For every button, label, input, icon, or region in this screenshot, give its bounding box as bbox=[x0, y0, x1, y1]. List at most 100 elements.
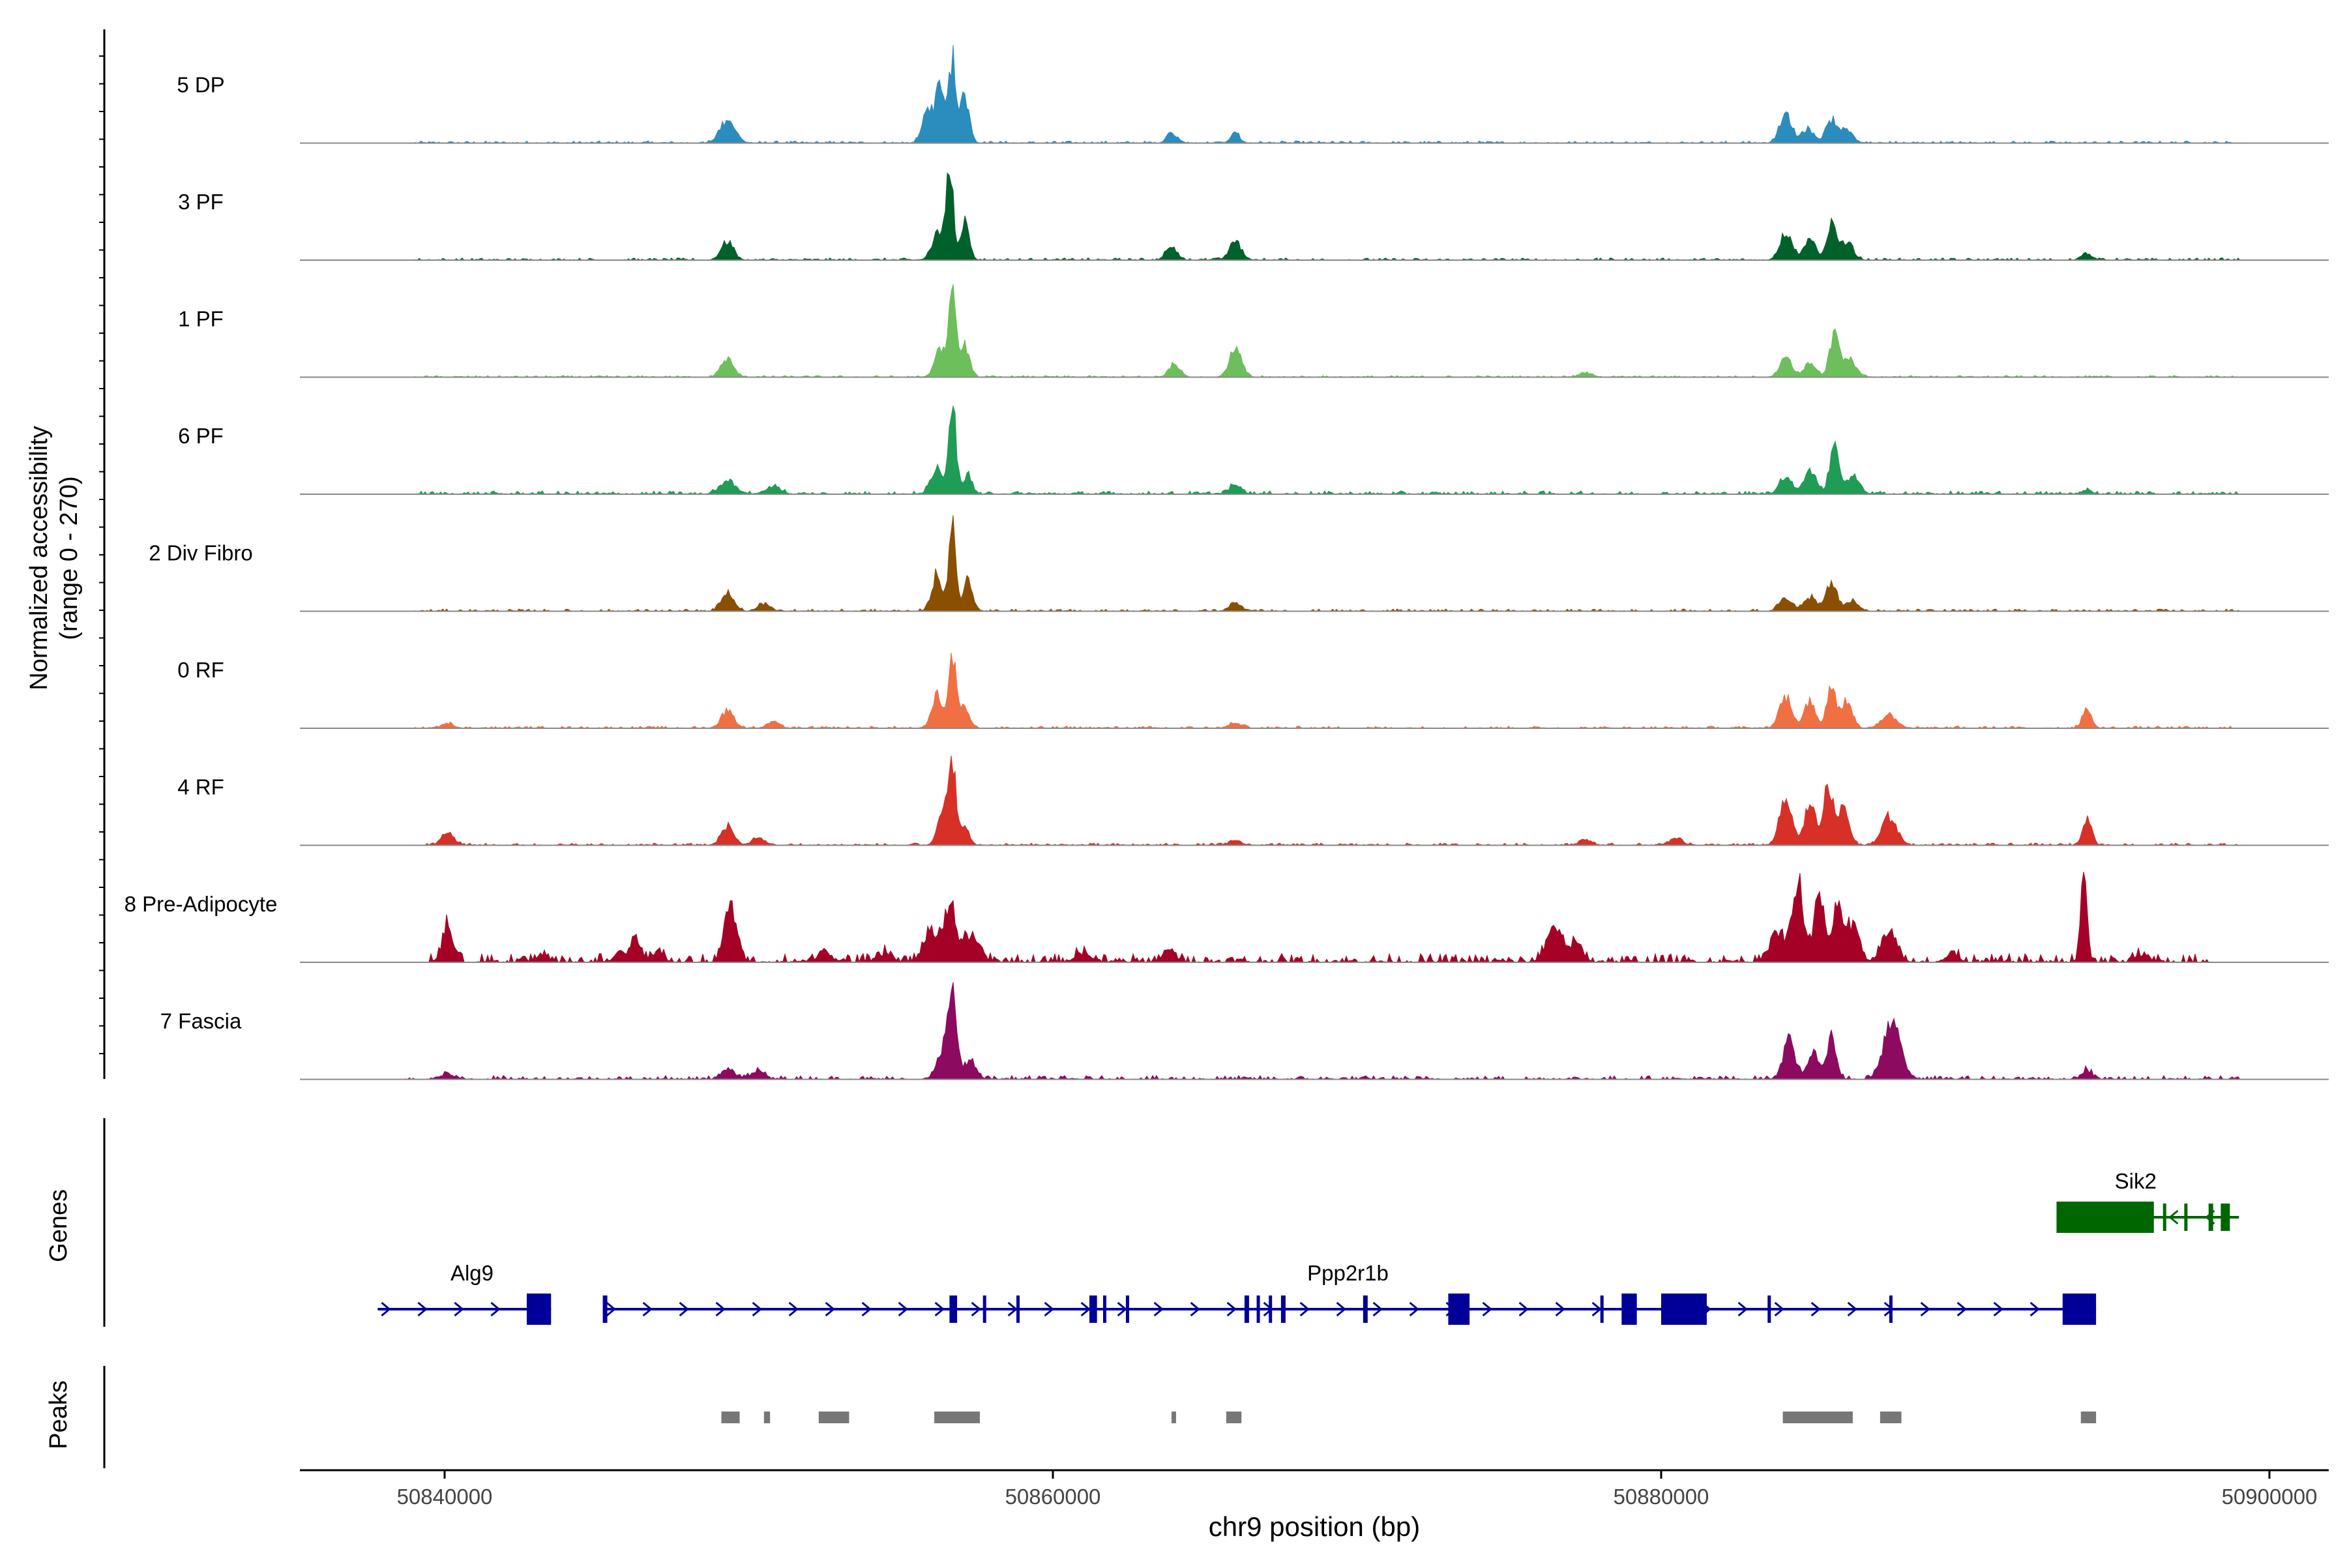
strand-arrow bbox=[1993, 1301, 2003, 1317]
strand-arrow bbox=[1044, 1301, 1054, 1317]
y-axis-title-line2: (range 0 - 270) bbox=[55, 476, 83, 640]
x-tick-label: 50900000 bbox=[2222, 1485, 2318, 1509]
gene-exon bbox=[1280, 1295, 1286, 1323]
y-axis-title-line1: Normalized accessibility bbox=[25, 426, 53, 690]
gene-exon bbox=[1125, 1295, 1129, 1323]
coverage-tracks: 5 DP 3 PF 1 PF 6 PF 2 Div Fibro 0 RF 4 RF 8 Pre… bbox=[125, 45, 2329, 1080]
gene-exon bbox=[1767, 1295, 1771, 1323]
strand-arrow bbox=[825, 1301, 835, 1317]
strand-arrow bbox=[1080, 1301, 1091, 1317]
track-label: 2 Div Fibro bbox=[149, 541, 253, 565]
x-axis: 50840000 50860000 50880000 50900000 bbox=[300, 1469, 2329, 1509]
track-6-pf: 6 PF bbox=[178, 406, 2329, 495]
peak-region bbox=[1226, 1412, 1242, 1423]
gene-exon bbox=[1016, 1295, 1020, 1323]
coverage-y-axis bbox=[99, 29, 106, 1079]
strand-arrow bbox=[861, 1301, 872, 1317]
strand-arrow bbox=[1226, 1301, 1237, 1317]
strand-arrow bbox=[381, 1301, 391, 1317]
strand-arrow bbox=[788, 1301, 799, 1317]
x-tick-label: 50840000 bbox=[397, 1485, 493, 1509]
track-8-pre-adipocyte: 8 Pre-Adipocyte bbox=[125, 872, 2329, 964]
peaks-track bbox=[721, 1412, 2097, 1423]
strand-arrow bbox=[1920, 1301, 1930, 1317]
strand-arrow bbox=[417, 1301, 428, 1317]
gene-exon bbox=[1661, 1294, 1707, 1325]
x-axis-title: chr9 position (bp) bbox=[1209, 1511, 1421, 1542]
gene-exon bbox=[1102, 1295, 1106, 1323]
y-axis-title: Normalized accessibility (range 0 - 270) bbox=[25, 426, 83, 690]
strand-arrow bbox=[1482, 1301, 1492, 1317]
peak-region bbox=[1782, 1412, 1853, 1423]
strand-arrow bbox=[1409, 1301, 1419, 1317]
x-tick-label: 50880000 bbox=[1614, 1485, 1709, 1509]
gene-label: Alg9 bbox=[450, 1261, 494, 1285]
track-4-rf: 4 RF bbox=[177, 755, 2329, 846]
strand-arrow bbox=[1774, 1301, 1784, 1317]
strand-arrow bbox=[1117, 1301, 1127, 1317]
strand-arrow bbox=[1153, 1301, 1164, 1317]
gene-exon bbox=[1256, 1295, 1260, 1323]
strand-arrow bbox=[2030, 1301, 2040, 1317]
gene-ppp2r1b: Ppp2r1b bbox=[602, 1261, 2097, 1325]
gene-exon bbox=[1089, 1295, 1097, 1323]
strand-arrow bbox=[898, 1301, 908, 1317]
strand-arrow bbox=[1190, 1301, 1200, 1317]
gene-exon bbox=[982, 1295, 986, 1323]
genes-panel-label: Genes bbox=[45, 1189, 72, 1262]
track-label: 7 Fascia bbox=[160, 1009, 242, 1033]
strand-arrow bbox=[1737, 1301, 1748, 1317]
strand-arrow bbox=[971, 1301, 981, 1317]
strand-arrow bbox=[2168, 1209, 2179, 1225]
gene-exon bbox=[2221, 1204, 2230, 1231]
gene-exon bbox=[602, 1295, 608, 1323]
gene-alg9: Alg9 bbox=[377, 1261, 552, 1325]
peak-region bbox=[1880, 1412, 1902, 1423]
peak-region bbox=[1171, 1412, 1176, 1423]
strand-arrow bbox=[1956, 1301, 1967, 1317]
gene-label: Ppp2r1b bbox=[1307, 1261, 1389, 1285]
track-coverage-area bbox=[300, 872, 2329, 964]
track-3-pf: 3 PF bbox=[178, 172, 2329, 261]
track-7-fascia: 7 Fascia bbox=[160, 982, 2329, 1080]
peaks-panel-label: Peaks bbox=[45, 1380, 72, 1449]
strand-arrow bbox=[642, 1301, 653, 1317]
strand-arrow bbox=[1591, 1301, 1602, 1317]
strand-arrow bbox=[1810, 1301, 1821, 1317]
gene-sik2: Sik2 bbox=[2056, 1169, 2239, 1233]
track-label: 6 PF bbox=[178, 424, 224, 448]
strand-arrow bbox=[1299, 1301, 1310, 1317]
track-label: 3 PF bbox=[178, 190, 224, 214]
strand-arrow bbox=[1847, 1301, 1857, 1317]
gene-exon bbox=[2062, 1294, 2097, 1325]
strand-arrow bbox=[1336, 1301, 1346, 1317]
track-1-pf: 1 PF bbox=[178, 284, 2329, 378]
peak-region bbox=[763, 1412, 771, 1423]
peak-region bbox=[818, 1412, 849, 1423]
strand-arrow bbox=[934, 1301, 945, 1317]
strand-arrow bbox=[606, 1301, 616, 1317]
track-0-rf: 0 RF bbox=[177, 653, 2329, 729]
gene-exon bbox=[1621, 1294, 1637, 1325]
peak-region bbox=[721, 1412, 740, 1423]
gene-exon bbox=[526, 1294, 552, 1325]
strand-arrow bbox=[1518, 1301, 1529, 1317]
gene-exon bbox=[1269, 1295, 1273, 1323]
gene-exon bbox=[949, 1295, 958, 1323]
gene-exon bbox=[1448, 1294, 1470, 1325]
strand-arrow bbox=[490, 1301, 501, 1317]
peak-region bbox=[934, 1412, 981, 1423]
peak-region bbox=[2080, 1412, 2097, 1423]
gene-exon bbox=[2208, 1204, 2213, 1231]
strand-arrow bbox=[1555, 1301, 1565, 1317]
strand-arrow bbox=[454, 1301, 464, 1317]
gene-exon bbox=[1889, 1295, 1893, 1323]
strand-arrow bbox=[679, 1301, 689, 1317]
gene-exon bbox=[2184, 1204, 2188, 1231]
x-tick-label: 50860000 bbox=[1005, 1485, 1101, 1509]
strand-arrow bbox=[715, 1301, 726, 1317]
gene-exon bbox=[1363, 1295, 1368, 1323]
